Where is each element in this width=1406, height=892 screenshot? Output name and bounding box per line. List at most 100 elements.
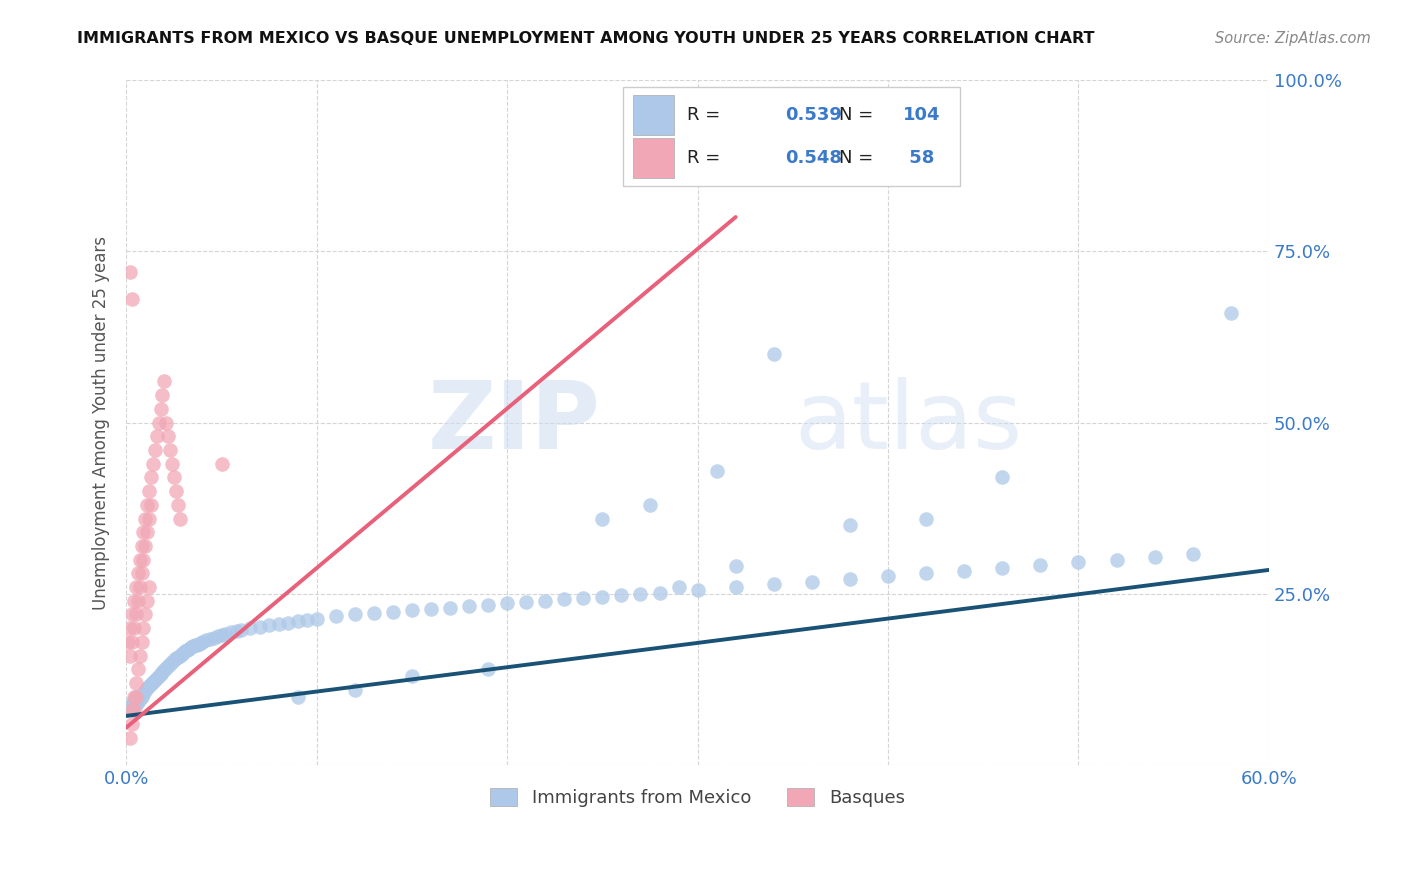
Point xyxy=(187,637,209,651)
Point xyxy=(915,511,938,525)
Point xyxy=(305,611,328,625)
Point xyxy=(1181,547,1204,561)
Point xyxy=(179,641,201,656)
Point xyxy=(136,525,159,540)
Point xyxy=(439,600,461,615)
Point xyxy=(128,648,150,663)
Point xyxy=(136,498,159,512)
Point xyxy=(877,569,900,583)
Point xyxy=(174,644,197,658)
Point xyxy=(117,703,139,717)
Point xyxy=(1067,555,1090,569)
Point xyxy=(121,607,143,622)
Point xyxy=(143,442,166,457)
Point xyxy=(1143,549,1166,564)
Point xyxy=(152,665,174,679)
Point xyxy=(138,580,160,594)
Point xyxy=(127,695,149,709)
Text: 0.548: 0.548 xyxy=(785,149,842,168)
Point xyxy=(257,618,280,632)
Point xyxy=(610,588,633,602)
Point xyxy=(136,681,159,696)
Point xyxy=(180,640,202,655)
Legend: Immigrants from Mexico, Basques: Immigrants from Mexico, Basques xyxy=(484,780,912,814)
Point xyxy=(325,608,347,623)
Text: ZIP: ZIP xyxy=(427,376,600,468)
Point xyxy=(125,607,148,622)
Point xyxy=(648,585,671,599)
Text: IMMIGRANTS FROM MEXICO VS BASQUE UNEMPLOYMENT AMONG YOUTH UNDER 25 YEARS CORRELA: IMMIGRANTS FROM MEXICO VS BASQUE UNEMPLO… xyxy=(77,31,1095,46)
Point xyxy=(176,643,198,657)
Point xyxy=(136,593,159,607)
Point xyxy=(121,635,143,649)
Point xyxy=(153,375,176,389)
Point xyxy=(239,621,262,635)
Point xyxy=(915,566,938,581)
Point xyxy=(211,628,233,642)
Point xyxy=(160,457,183,471)
Point xyxy=(170,647,193,661)
Point xyxy=(139,470,162,484)
Point xyxy=(128,580,150,594)
Point xyxy=(839,518,862,533)
Point xyxy=(122,693,145,707)
Point xyxy=(142,457,165,471)
Point xyxy=(225,624,247,638)
Point xyxy=(166,649,188,664)
Point xyxy=(219,625,242,640)
Point xyxy=(132,687,155,701)
Point xyxy=(138,511,160,525)
Point xyxy=(127,593,149,607)
Point xyxy=(157,429,180,443)
Point xyxy=(198,632,221,647)
Point xyxy=(630,587,652,601)
Point xyxy=(142,675,165,690)
Point xyxy=(534,593,557,607)
Point xyxy=(553,592,575,607)
Point xyxy=(122,703,145,717)
Point xyxy=(186,638,208,652)
Point xyxy=(724,580,747,594)
Point xyxy=(159,442,181,457)
Point xyxy=(1029,558,1052,573)
Point xyxy=(343,682,366,697)
Point xyxy=(1105,552,1128,566)
Point xyxy=(121,703,143,717)
Point xyxy=(762,347,785,361)
Point xyxy=(706,464,728,478)
Point xyxy=(131,539,153,553)
Point xyxy=(591,511,613,525)
Point xyxy=(125,676,148,690)
Point xyxy=(131,635,153,649)
Point xyxy=(149,667,172,681)
Y-axis label: Unemployment Among Youth under 25 years: Unemployment Among Youth under 25 years xyxy=(93,235,110,609)
Point xyxy=(169,648,191,663)
Point xyxy=(717,94,740,108)
Text: 104: 104 xyxy=(903,105,941,124)
Point xyxy=(143,673,166,688)
Point xyxy=(477,662,499,676)
Point xyxy=(420,602,443,616)
Text: R =: R = xyxy=(688,105,727,124)
Point xyxy=(181,639,204,653)
Point xyxy=(160,655,183,669)
Point xyxy=(165,650,187,665)
Point xyxy=(120,731,142,745)
Point xyxy=(122,621,145,635)
Point xyxy=(125,580,148,594)
Point xyxy=(381,605,404,619)
Point xyxy=(591,590,613,604)
Text: Source: ZipAtlas.com: Source: ZipAtlas.com xyxy=(1215,31,1371,46)
Point xyxy=(214,626,236,640)
Point xyxy=(148,669,170,683)
Text: 0.539: 0.539 xyxy=(785,105,842,124)
Text: N =: N = xyxy=(839,105,879,124)
Point xyxy=(127,662,149,676)
Point xyxy=(131,566,153,581)
Point xyxy=(267,617,290,632)
Point xyxy=(122,593,145,607)
Point xyxy=(121,697,143,711)
Text: 58: 58 xyxy=(903,149,935,168)
Point xyxy=(458,599,481,614)
Point xyxy=(953,564,976,578)
